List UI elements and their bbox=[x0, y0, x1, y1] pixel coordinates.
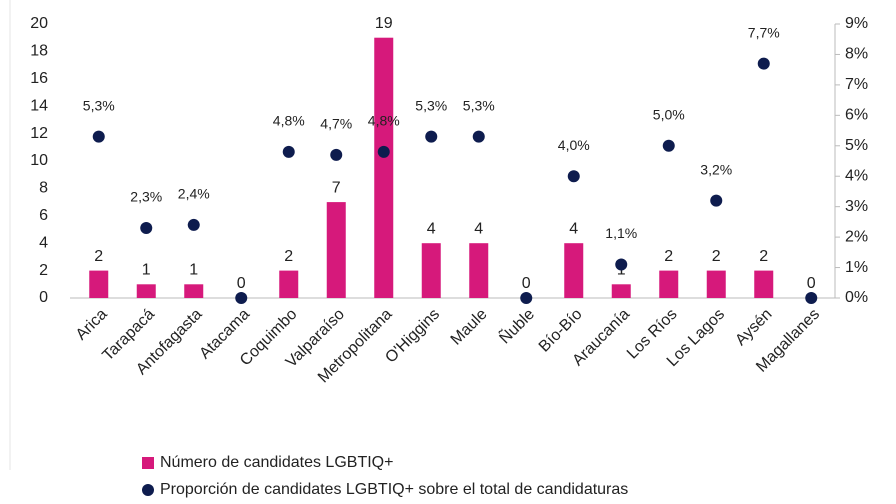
dot bbox=[377, 145, 390, 158]
dot-label: 4,7% bbox=[320, 116, 352, 132]
dot-label: 4,0% bbox=[558, 137, 590, 153]
bar-label: 4 bbox=[427, 220, 436, 237]
y-tick-label: 10 bbox=[30, 152, 48, 169]
y2-tick-label: 4% bbox=[845, 167, 868, 184]
dot bbox=[92, 130, 105, 143]
bar-label: 2 bbox=[664, 248, 673, 265]
y-tick-label: 8 bbox=[39, 180, 48, 197]
dot-label: 4,8% bbox=[368, 113, 400, 129]
legend-swatch bbox=[142, 484, 154, 496]
bar bbox=[136, 284, 156, 298]
y-tick-label: 20 bbox=[30, 15, 48, 32]
dot bbox=[520, 292, 533, 304]
y-tick-label: 16 bbox=[30, 70, 48, 87]
dot-label: 4,8% bbox=[273, 113, 305, 129]
x-tick-label: Maule bbox=[448, 306, 491, 349]
dot-label: 2,3% bbox=[130, 189, 162, 205]
bar-label: 4 bbox=[474, 220, 483, 237]
dot-label: 1,1% bbox=[605, 225, 637, 241]
dot bbox=[235, 292, 248, 304]
x-tick-label: Aysén bbox=[732, 306, 775, 349]
y-tick-label: 12 bbox=[30, 125, 48, 142]
y2-tick-label: 0% bbox=[845, 289, 868, 306]
bar-label: 1 bbox=[142, 262, 151, 279]
y-tick-label: 14 bbox=[30, 97, 48, 114]
y-tick-label: 2 bbox=[39, 262, 48, 279]
dot bbox=[140, 221, 153, 234]
y-tick-label: 18 bbox=[30, 43, 48, 60]
dot bbox=[330, 148, 343, 161]
y2-tick-label: 8% bbox=[845, 46, 868, 63]
bar-label: 0 bbox=[807, 275, 816, 292]
bar-label: 2 bbox=[284, 248, 293, 265]
bar-label: 19 bbox=[375, 15, 393, 32]
legend-label: Proporción de candidates LGBTIQ+ sobre e… bbox=[160, 481, 628, 498]
y2-tick-label: 6% bbox=[845, 107, 868, 124]
y2-tick-label: 5% bbox=[845, 137, 868, 154]
bar bbox=[469, 243, 489, 298]
dot bbox=[710, 194, 723, 207]
dot bbox=[805, 292, 818, 304]
y2-tick-label: 1% bbox=[845, 259, 868, 276]
bar-label: 0 bbox=[237, 275, 246, 292]
dot-label: 7,7% bbox=[748, 24, 780, 40]
dot bbox=[282, 145, 295, 158]
y2-tick-label: 2% bbox=[845, 228, 868, 245]
bar bbox=[184, 284, 204, 298]
bar-label: 4 bbox=[569, 220, 578, 237]
bar bbox=[421, 243, 441, 298]
dot bbox=[187, 218, 200, 231]
dot bbox=[425, 130, 438, 143]
dot bbox=[472, 130, 485, 143]
bar bbox=[374, 37, 394, 298]
dot bbox=[567, 170, 580, 183]
dot-label: 5,3% bbox=[415, 97, 447, 113]
y2-tick-label: 7% bbox=[845, 76, 868, 93]
bar bbox=[564, 243, 584, 298]
x-tick-label: Arica bbox=[73, 306, 111, 344]
bar-label: 0 bbox=[522, 275, 531, 292]
bar bbox=[89, 270, 109, 298]
dot bbox=[615, 258, 628, 271]
dot bbox=[757, 57, 770, 70]
bar bbox=[754, 270, 774, 298]
bar bbox=[611, 284, 631, 298]
y-tick-label: 4 bbox=[39, 234, 48, 251]
bar-label: 2 bbox=[712, 248, 721, 265]
bar-label: 2 bbox=[759, 248, 768, 265]
dot-label: 5,3% bbox=[463, 97, 495, 113]
dot-label: 5,3% bbox=[83, 97, 115, 113]
bar-label: 7 bbox=[332, 179, 341, 196]
legend-label: Número de candidates LGBTIQ+ bbox=[160, 454, 393, 471]
bar bbox=[279, 270, 299, 298]
bar-label: 1 bbox=[189, 262, 198, 279]
x-tick-label: Ñuble bbox=[494, 304, 538, 348]
y2-tick-label: 9% bbox=[845, 15, 868, 32]
y2-tick-label: 3% bbox=[845, 198, 868, 215]
bar-label: 2 bbox=[94, 248, 103, 265]
bar bbox=[659, 270, 679, 298]
dot bbox=[662, 139, 675, 152]
legend-swatch bbox=[142, 457, 154, 469]
bar bbox=[706, 270, 726, 298]
dot-label: 2,4% bbox=[178, 186, 210, 202]
dot-label: 5,0% bbox=[653, 106, 685, 122]
dot-label: 3,2% bbox=[700, 161, 732, 177]
bar bbox=[326, 202, 346, 298]
y-tick-label: 6 bbox=[39, 207, 48, 224]
y-tick-label: 0 bbox=[39, 289, 48, 306]
